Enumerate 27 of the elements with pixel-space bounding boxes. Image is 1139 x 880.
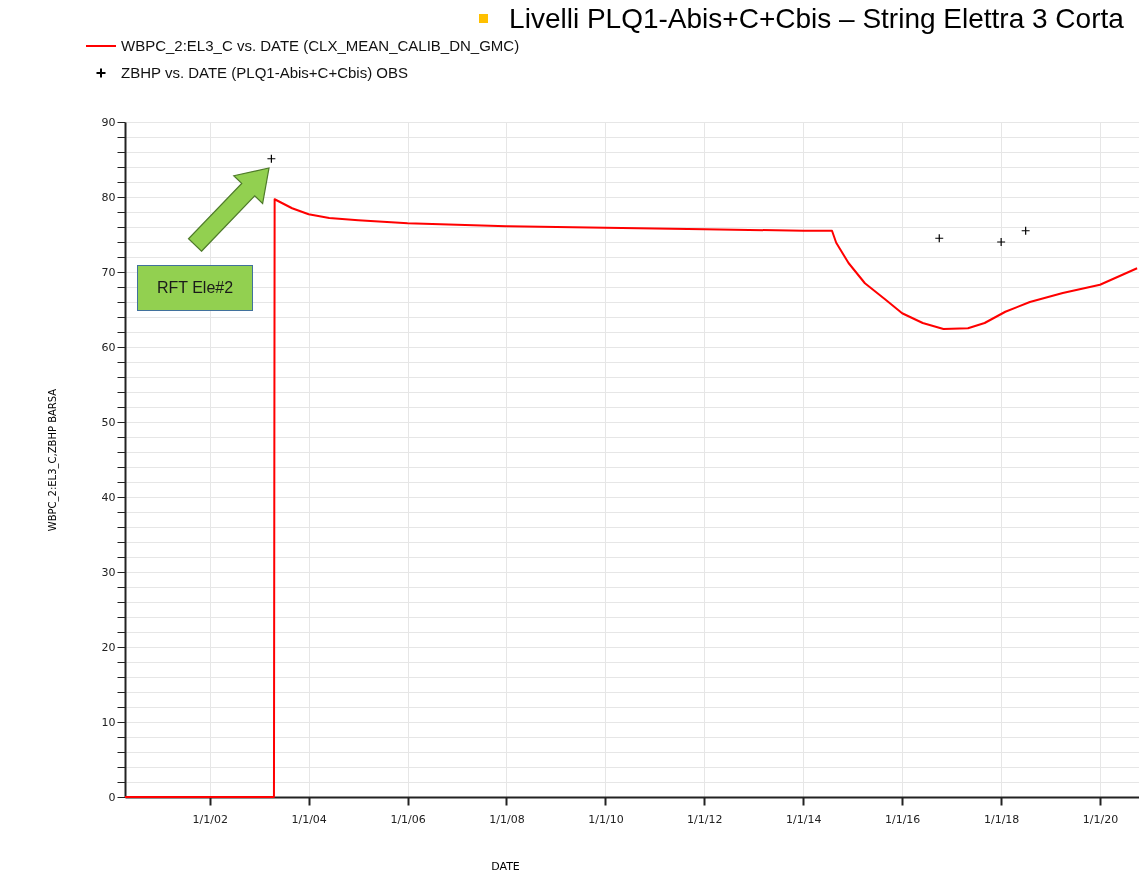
x-tick-label: 1/1/20 <box>1082 812 1119 826</box>
y-tick-label: 30 <box>101 565 116 579</box>
y-tick-label: 10 <box>101 715 116 729</box>
x-tick-label: 1/1/18 <box>983 812 1020 826</box>
x-tick-label: 1/1/08 <box>489 812 525 826</box>
x-tick-label: 1/1/02 <box>192 812 228 826</box>
x-tick-label: 1/1/14 <box>786 812 822 826</box>
y-tick-label: 40 <box>101 490 116 504</box>
x-tick-label: 1/1/04 <box>291 812 327 826</box>
legend-label: ZBHP vs. DATE (PLQ1-Abis+C+Cbis) OBS <box>121 64 409 81</box>
x-axis-title: DATE <box>491 859 520 873</box>
y-tick-label: 0 <box>108 790 116 804</box>
y-tick-label: 80 <box>101 190 116 204</box>
x-tick-label: 1/1/16 <box>884 812 921 826</box>
y-tick-label: 20 <box>101 640 116 654</box>
callout-box: RFT Ele#2 <box>137 265 253 311</box>
x-tick-label: 1/1/06 <box>390 812 426 826</box>
x-tick-label: 1/1/10 <box>588 812 624 826</box>
y-tick-label: 90 <box>101 115 116 129</box>
x-tick-label: 1/1/12 <box>687 812 723 826</box>
chart-title: Livelli PLQ1-Abis+C+Cbis – String Elettra 3 Corta <box>509 3 1125 34</box>
y-tick-label: 60 <box>101 340 116 354</box>
y-tick-label: 50 <box>101 415 116 429</box>
legend-label: WBPC_2:EL3_C vs. DATE (CLX_MEAN_CALIB_DN_GMC) <box>121 37 520 54</box>
point <box>996 237 1006 247</box>
y-axis-title: WBPC_2:EL3_C,ZBHP BARSA <box>46 388 59 532</box>
y-tick-label: 70 <box>101 265 116 279</box>
